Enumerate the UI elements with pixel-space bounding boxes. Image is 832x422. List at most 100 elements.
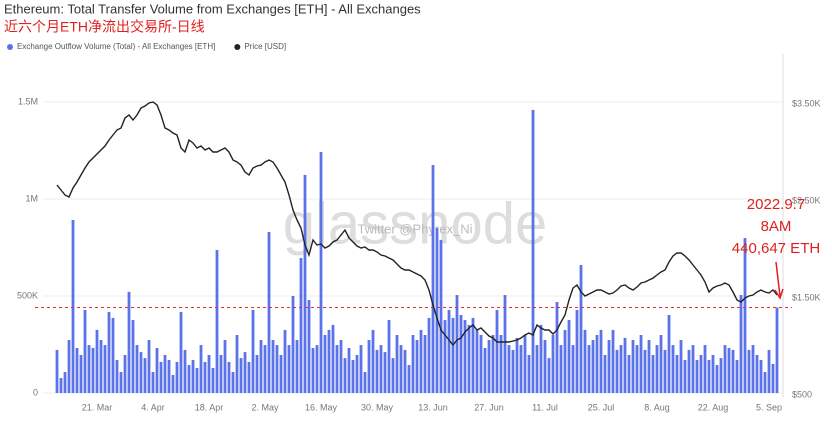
bar (427, 317, 431, 393)
bar (767, 349, 771, 393)
bar (327, 329, 331, 393)
bar (119, 372, 123, 393)
bar (323, 334, 327, 393)
bar (419, 329, 423, 393)
bar (771, 363, 775, 393)
y2-tick-label: $500 (792, 389, 812, 399)
bar (95, 329, 99, 393)
bar (495, 309, 499, 393)
bar (235, 334, 239, 393)
bar (607, 340, 611, 393)
bar (511, 349, 515, 393)
x-tick-label: 2. May (251, 402, 279, 412)
bar (579, 264, 583, 393)
annotation: 440,647 ETH (732, 240, 820, 257)
bar (151, 372, 155, 393)
bar (555, 302, 559, 393)
bar (591, 340, 595, 393)
bar (451, 317, 455, 393)
bar (619, 345, 623, 393)
bar (395, 334, 399, 393)
bar (687, 349, 691, 393)
bar (267, 231, 271, 393)
bar (531, 109, 535, 393)
bar (403, 349, 407, 393)
bar (215, 250, 219, 393)
bar (239, 358, 243, 393)
bar (155, 347, 159, 393)
bar (671, 345, 675, 393)
bar (583, 329, 587, 393)
bar (331, 324, 335, 393)
bar (179, 311, 183, 393)
bar (359, 345, 363, 393)
legend-swatch (234, 44, 241, 50)
bar (623, 337, 627, 393)
x-tick-label: 21. Mar (82, 402, 113, 412)
bar (279, 354, 283, 393)
bar (743, 237, 747, 393)
chart-title: Ethereum: Total Transfer Volume from Exc… (4, 1, 421, 16)
bar (467, 324, 471, 393)
bar (715, 365, 719, 393)
bar (655, 345, 659, 393)
bar (175, 361, 179, 393)
bar (571, 345, 575, 393)
y2-tick-label: $3.50K (792, 98, 821, 108)
bar (631, 340, 635, 393)
bar (447, 309, 451, 393)
bar (699, 354, 703, 393)
bar (727, 347, 731, 393)
bar (711, 354, 715, 393)
bar (587, 345, 591, 393)
x-tick-label: 5. Sep (756, 402, 782, 412)
bar (675, 354, 679, 393)
bar (703, 345, 707, 393)
bar (683, 360, 687, 393)
bar (147, 340, 151, 393)
bar (191, 360, 195, 393)
x-tick-label: 27. Jun (474, 402, 504, 412)
bar (751, 345, 755, 393)
bar (599, 329, 603, 393)
bar (775, 307, 779, 393)
annotation-arrowhead (774, 288, 784, 300)
bar (383, 352, 387, 393)
bar (103, 345, 107, 393)
bar (387, 320, 391, 393)
bar (431, 165, 435, 393)
bar (679, 340, 683, 393)
bar (423, 334, 427, 393)
legend-label: Price [USD] (244, 42, 286, 51)
bar (135, 345, 139, 393)
bar (263, 345, 267, 393)
bar (259, 340, 263, 393)
bar (251, 309, 255, 393)
x-tick-label: 11. Jul (532, 402, 558, 412)
bar (83, 309, 87, 393)
bar (367, 340, 371, 393)
watermark: glassnode (283, 191, 547, 256)
bar (735, 360, 739, 393)
y-tick-label: 1M (25, 193, 38, 203)
bar (659, 334, 663, 393)
bar (163, 354, 167, 393)
bar (399, 345, 403, 393)
bar (143, 358, 147, 393)
bar (691, 345, 695, 393)
y-tick-label: 0 (33, 387, 38, 397)
annotation: 2022.9.7 (747, 196, 805, 213)
bar (75, 347, 79, 393)
price-line (56, 101, 778, 347)
bar (63, 372, 67, 393)
bar (547, 358, 551, 393)
bar (335, 345, 339, 393)
bar (255, 354, 259, 393)
bar (567, 320, 571, 393)
bar (231, 372, 235, 393)
bar (443, 320, 447, 393)
x-tick-label: 30. May (361, 402, 394, 412)
bar (635, 345, 639, 393)
legend-swatch (7, 44, 13, 50)
bar (355, 354, 359, 393)
